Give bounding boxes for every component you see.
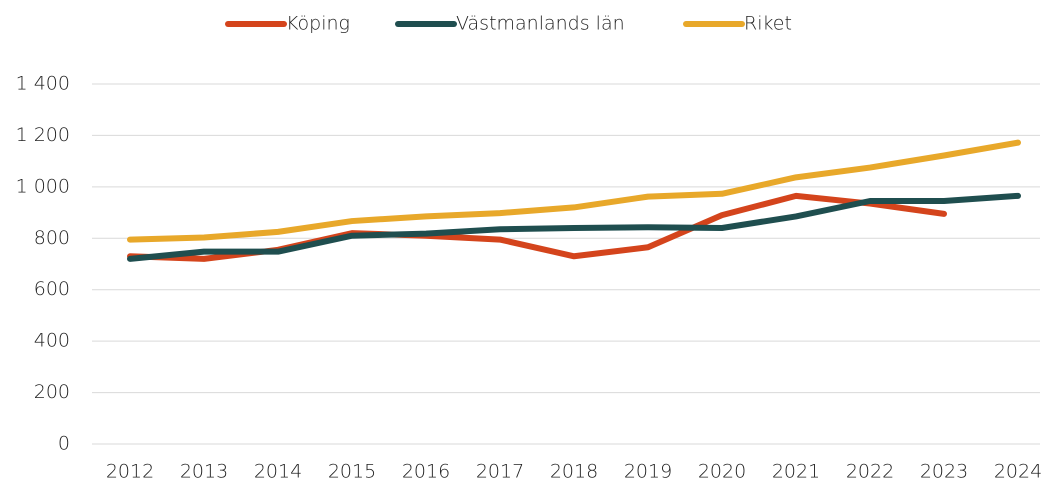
x-tick-label: 2018 — [550, 461, 598, 483]
y-tick-label: 0 — [58, 433, 70, 455]
y-tick-label: 1 000 — [16, 175, 70, 197]
y-tick-label: 800 — [34, 227, 70, 249]
x-tick-label: 2016 — [402, 461, 450, 483]
legend-label: Köping — [286, 13, 350, 35]
x-tick-label: 2014 — [254, 461, 302, 483]
y-tick-label: 600 — [34, 278, 70, 300]
y-tick-label: 1 200 — [16, 124, 70, 146]
x-tick-label: 2022 — [846, 461, 894, 483]
series-line — [127, 139, 1021, 243]
x-tick-label: 2012 — [106, 461, 154, 483]
x-tick-label: 2021 — [772, 461, 820, 483]
series-line — [127, 192, 1021, 262]
x-tick-label: 2013 — [180, 461, 228, 483]
legend-label: Västmanlands län — [456, 13, 625, 35]
x-tick-label: 2020 — [698, 461, 746, 483]
x-tick-label: 2019 — [624, 461, 672, 483]
y-tick-label: 1 400 — [16, 73, 70, 95]
x-tick-label: 2015 — [328, 461, 376, 483]
x-tick-label: 2024 — [994, 461, 1042, 483]
x-tick-label: 2023 — [920, 461, 968, 483]
y-tick-label: 200 — [34, 381, 70, 403]
legend-label: Riket — [744, 13, 792, 35]
x-tick-label: 2017 — [476, 461, 524, 483]
y-tick-label: 400 — [34, 330, 70, 352]
